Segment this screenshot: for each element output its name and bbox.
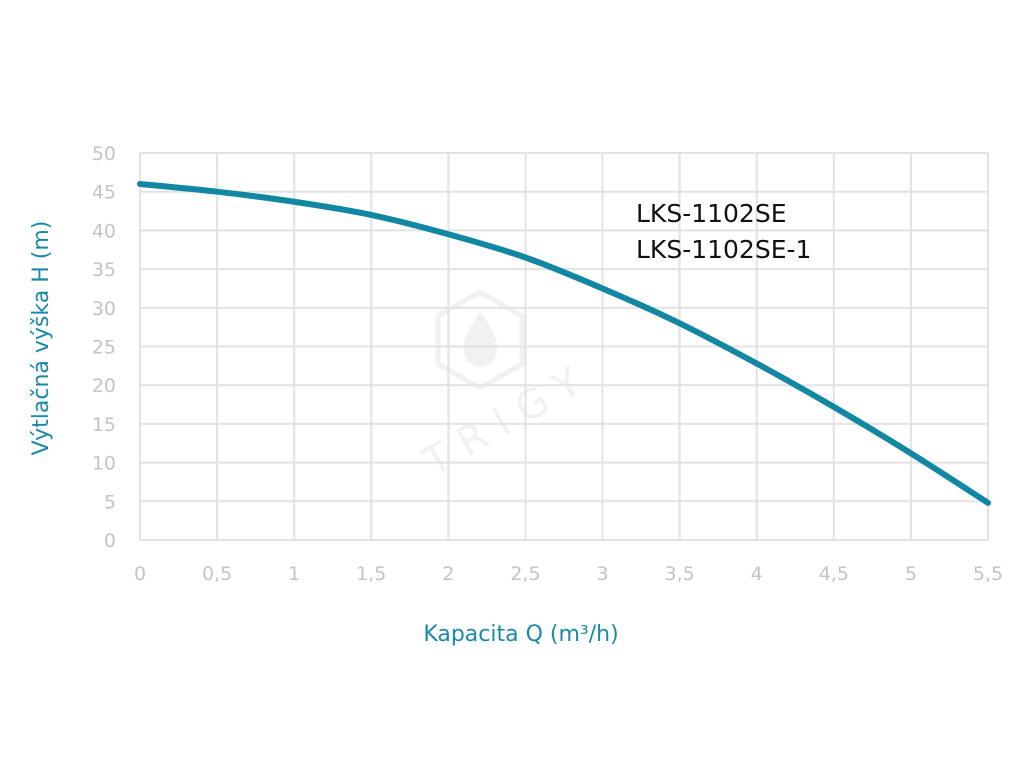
- x-axis-title: Kapacita Q (m³/h): [423, 622, 618, 647]
- x-axis-ticks: 0 0,5 1 1,5 2 2,5 3 3,5 4 4,5 5 5,5: [134, 563, 1003, 585]
- chart-grid: [139, 152, 989, 541]
- y-axis-ticks: 0 5 10 15 20 25 30 35 40 45 50: [92, 143, 116, 552]
- y-tick-label: 30: [92, 298, 116, 320]
- y-tick-label: 20: [92, 375, 116, 397]
- x-tick-label: 0,5: [202, 563, 232, 585]
- model-label-2: LKS-1102SE-1: [636, 235, 811, 264]
- y-tick-label: 25: [92, 337, 116, 359]
- y-tick-label: 10: [92, 453, 116, 475]
- x-tick-label: 2,5: [510, 563, 540, 585]
- trigy-watermark-logo: TRIGY: [415, 289, 601, 486]
- x-tick-label: 3,5: [665, 563, 695, 585]
- y-tick-label: 45: [92, 182, 116, 204]
- x-tick-label: 5: [905, 563, 917, 585]
- y-axis-title: Výtlačná výška H (m): [29, 221, 54, 456]
- y-tick-label: 5: [104, 491, 116, 513]
- x-tick-label: 2: [442, 563, 454, 585]
- x-tick-label: 4,5: [819, 563, 849, 585]
- model-label-1: LKS-1102SE: [636, 199, 787, 228]
- x-tick-label: 1: [288, 563, 300, 585]
- pump-curve-line: [137, 180, 991, 506]
- y-tick-label: 15: [92, 414, 116, 436]
- chart-series: [137, 180, 991, 506]
- x-tick-label: 0: [134, 563, 146, 585]
- y-tick-label: 50: [92, 143, 116, 165]
- x-tick-label: 3: [596, 563, 608, 585]
- x-tick-label: 5,5: [973, 563, 1003, 585]
- x-tick-label: 1,5: [356, 563, 386, 585]
- x-tick-label: 4: [751, 563, 763, 585]
- y-tick-label: 35: [92, 259, 116, 281]
- y-tick-label: 40: [92, 220, 116, 242]
- y-tick-label: 0: [104, 530, 116, 552]
